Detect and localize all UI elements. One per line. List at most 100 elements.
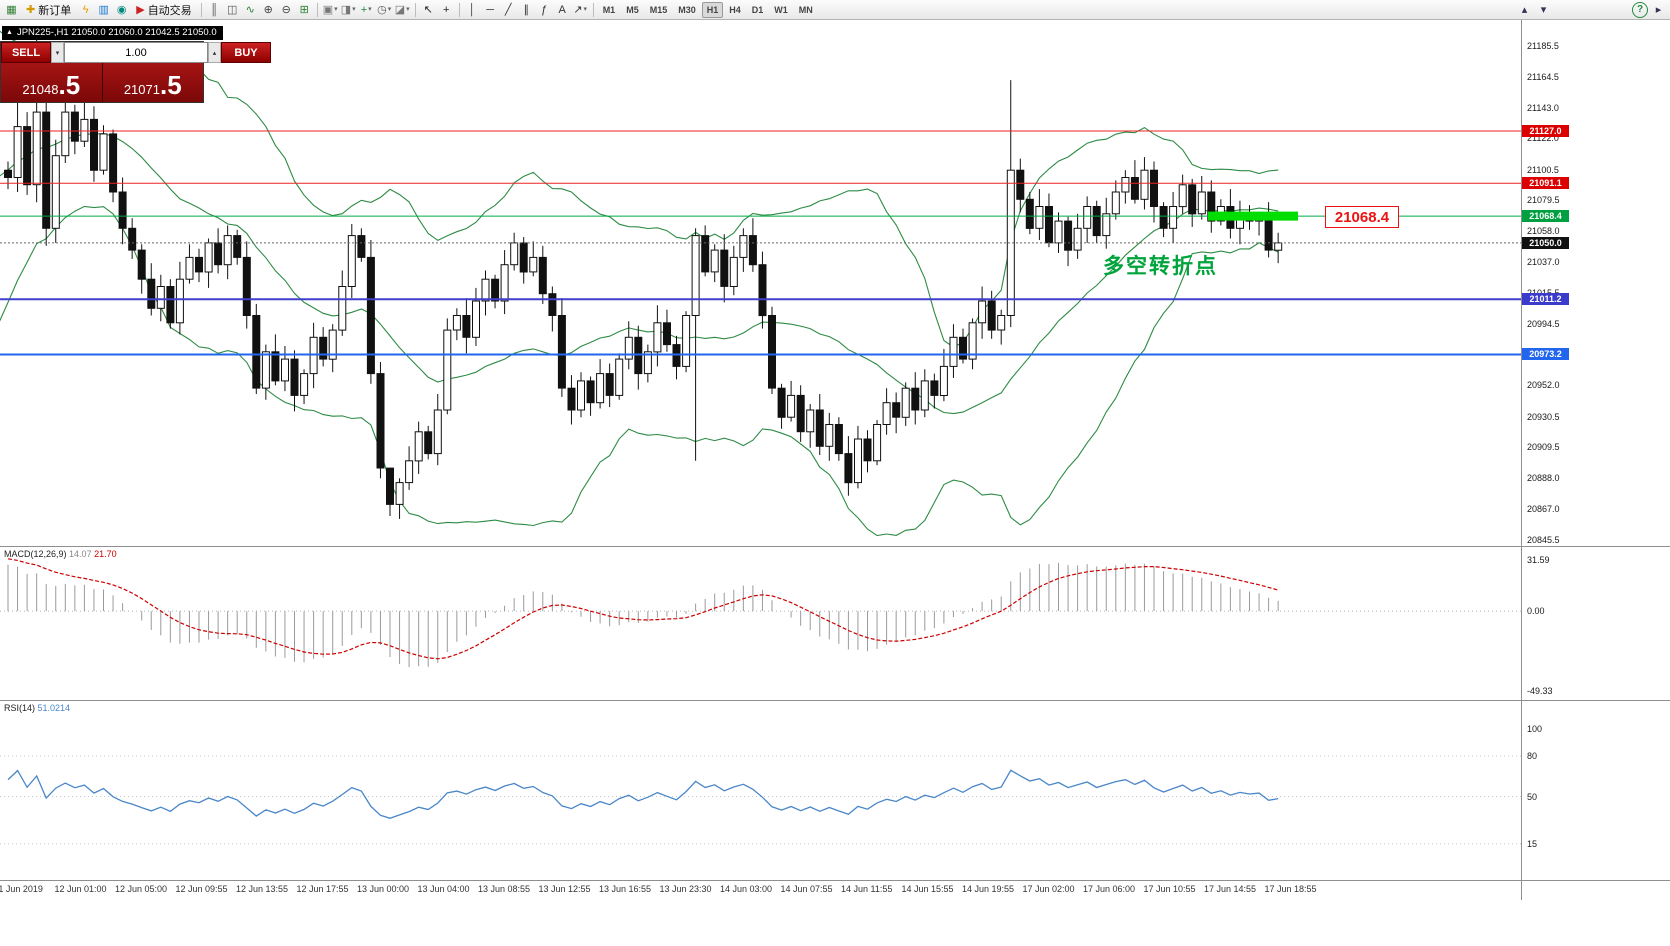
time-axis-label: 14 Jun 07:55	[780, 884, 833, 894]
rsi-value: 51.0214	[37, 703, 71, 713]
price-divider	[101, 63, 103, 102]
timeframe-w1[interactable]: W1	[774, 4, 788, 15]
time-axis-label: 12 Jun 17:55	[296, 884, 349, 894]
arrow-tools-icon-dropdown[interactable]: ▾	[583, 5, 588, 13]
arrow-tools-icon[interactable]: ↗ ▾	[572, 2, 589, 18]
price-axis-label: 21100.5	[1527, 164, 1559, 175]
text-tool-icon[interactable]: A	[554, 2, 571, 18]
market-watch-icon[interactable]: ▥	[95, 2, 112, 18]
time-axis-label: 17 Jun 14:55	[1204, 884, 1257, 894]
horizontal-level-lines[interactable]	[0, 130, 1521, 356]
new-chart-icon[interactable]: ▣ ▾	[322, 2, 339, 18]
new-order-button-label: 新订单	[38, 4, 72, 17]
profiles-icon[interactable]: ◨ ▾	[340, 2, 357, 18]
fibonacci-icon[interactable]: ƒ	[536, 2, 553, 18]
symbol-ohlc-text: JPN225-,H1 21050.0 21060.0 21042.5 21050…	[16, 27, 217, 38]
buy-button[interactable]: BUY	[221, 42, 271, 63]
price-axis-label: 21122.0	[1527, 133, 1559, 144]
price-axis-separator	[1521, 20, 1522, 900]
price-tag: 21068.4	[1522, 210, 1569, 223]
price-tag: 21011.2	[1522, 293, 1569, 306]
timeframe-m15[interactable]: M15	[649, 4, 668, 15]
chart-window-icon[interactable]: ▦	[3, 2, 20, 18]
timeframe-mn[interactable]: MN	[798, 4, 813, 15]
vertical-line-icon[interactable]: │	[464, 2, 481, 18]
toolbar-separator	[592, 2, 594, 17]
volume-down-button[interactable]: ▾	[51, 42, 64, 63]
price-callout-label[interactable]: 21068.4	[1325, 206, 1399, 228]
crosshair-icon[interactable]: +	[438, 2, 455, 18]
toolbar-scroll-down-icon[interactable]: ▾	[1540, 3, 1547, 16]
text-tool-icon-glyph: A	[558, 3, 566, 16]
price-axis-label: 21164.5	[1527, 71, 1559, 82]
macd-name: MACD(12,26,9)	[4, 549, 67, 559]
trendline-icon-glyph: ╱	[504, 3, 512, 16]
cursor-icon[interactable]: ↖	[420, 2, 437, 18]
macd-axis-label: 0.00	[1527, 606, 1545, 617]
templates-icon-dropdown[interactable]: ▾	[406, 5, 410, 13]
zoom-in-icon[interactable]: ⊕	[260, 2, 277, 18]
price-axis-label: 20845.5	[1527, 535, 1560, 545]
timeframe-m5[interactable]: M5	[626, 4, 639, 15]
sell-price[interactable]: 21048 .5	[1, 63, 102, 102]
time-axis-label: 13 Jun 04:00	[417, 884, 470, 894]
new-chart-icon-dropdown[interactable]: ▾	[334, 5, 338, 13]
zoom-out-icon[interactable]: ⊖	[278, 2, 295, 18]
tile-windows-icon-glyph: ⊞	[299, 3, 309, 16]
price-chart[interactable]	[0, 20, 1521, 546]
time-axis-label: 13 Jun 16:55	[599, 884, 652, 894]
line-chart-icon[interactable]: ∿	[242, 2, 259, 18]
toolbar-separator	[414, 2, 416, 17]
support-highlight-bar[interactable]	[1208, 211, 1298, 221]
profiles-icon-dropdown[interactable]: ▾	[352, 5, 356, 13]
horizontal-line-icon[interactable]: ─	[482, 2, 499, 18]
new-chart-icon-glyph: ▣	[322, 3, 334, 16]
buy-price-big-digit: .5	[159, 70, 182, 100]
volume-up-button[interactable]: ▴	[208, 42, 221, 63]
buy-price[interactable]: 21071 .5	[103, 63, 204, 102]
timeframe-m30[interactable]: M30	[678, 4, 696, 15]
chart-annotation-text[interactable]: 多空转折点	[1103, 255, 1218, 278]
trade-prices-row: 21048 .5 21071 .5	[1, 63, 203, 102]
toolbar-scroll-up-icon[interactable]: ▴	[1521, 3, 1528, 16]
sell-button[interactable]: SELL	[1, 42, 51, 63]
tile-windows-icon[interactable]: ⊞	[296, 2, 313, 18]
periods-icon[interactable]: ◷ ▾	[376, 2, 393, 18]
indicators-icon[interactable]: + ▾	[358, 2, 375, 18]
templates-icon[interactable]: ◪ ▾	[394, 2, 411, 18]
panel-separator-macd[interactable]	[0, 546, 1670, 547]
help-icon[interactable]: ?	[1632, 1, 1648, 18]
candlestick-chart-icon[interactable]: ◫	[224, 2, 241, 18]
crosshair-icon-glyph: +	[442, 3, 450, 16]
toolbar-more-icon[interactable]: ▸	[1655, 3, 1662, 16]
time-axis-label: 13 Jun 00:00	[357, 884, 410, 894]
macd-panel[interactable]	[0, 547, 1521, 699]
macd-signal-line	[7, 558, 1279, 660]
fibonacci-icon-glyph: ƒ	[541, 3, 548, 16]
rsi-panel[interactable]	[0, 701, 1521, 879]
new-order-button[interactable]: ✚ 新订单	[21, 2, 76, 18]
timeframe-d1[interactable]: D1	[751, 4, 764, 15]
panel-separator-rsi[interactable]	[0, 700, 1670, 701]
indicators-icon-dropdown[interactable]: ▾	[368, 5, 372, 13]
zoom-in-icon-glyph: ⊕	[263, 3, 273, 16]
volume-input[interactable]	[64, 42, 208, 63]
one-click-trading-panel: SELL ▾ ▴ BUY 21048 .5 21071 .5	[0, 41, 271, 103]
bollinger-bands	[0, 30, 1279, 537]
timeframe-h1[interactable]: H1	[701, 1, 724, 18]
price-tag: 21127.0	[1522, 124, 1569, 137]
profiles-icon-glyph: ◨	[340, 3, 352, 16]
equidistant-channel-icon[interactable]: ∥	[518, 2, 535, 18]
data-window-icon[interactable]: ◉	[113, 2, 130, 18]
timeframe-m1[interactable]: M1	[602, 4, 616, 15]
timeframe-h4[interactable]: H4	[729, 4, 741, 15]
rsi-axis-label: 100	[1527, 724, 1543, 734]
bar-chart-icon[interactable]: ║	[206, 2, 223, 18]
auto-trading-button[interactable]: ▶ 自动交易	[131, 2, 196, 18]
price-tag: 20973.2	[1522, 348, 1569, 361]
time-axis-label: 13 Jun 08:55	[478, 884, 531, 894]
trendline-icon[interactable]: ╱	[500, 2, 517, 18]
metaeditor-icon[interactable]: ϟ	[77, 2, 94, 18]
periods-icon-dropdown[interactable]: ▾	[387, 5, 392, 13]
